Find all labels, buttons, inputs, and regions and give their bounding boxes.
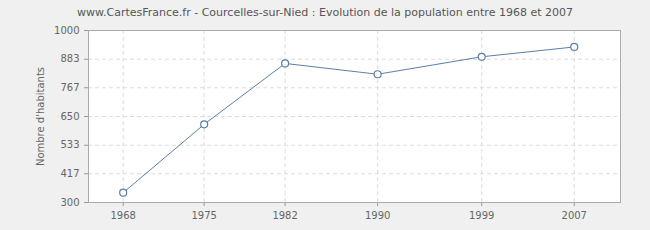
svg-text:417: 417 bbox=[60, 168, 79, 179]
svg-text:300: 300 bbox=[60, 197, 79, 208]
svg-text:1975: 1975 bbox=[191, 210, 216, 221]
svg-text:1000: 1000 bbox=[54, 25, 79, 36]
svg-text:1990: 1990 bbox=[365, 210, 390, 221]
svg-text:533: 533 bbox=[60, 139, 79, 150]
svg-text:Nombre d'habitants: Nombre d'habitants bbox=[35, 67, 46, 166]
svg-text:650: 650 bbox=[60, 111, 79, 122]
svg-text:1999: 1999 bbox=[469, 210, 494, 221]
svg-text:2007: 2007 bbox=[562, 210, 587, 221]
svg-text:1982: 1982 bbox=[272, 210, 297, 221]
svg-text:767: 767 bbox=[60, 82, 79, 93]
html-text:www.CartesFrance.fr - Courcell: www.CartesFrance.fr - Courcelles-sur-Nie… bbox=[77, 6, 573, 19]
svg-text:1968: 1968 bbox=[110, 210, 135, 221]
svg-text:883: 883 bbox=[60, 53, 79, 64]
